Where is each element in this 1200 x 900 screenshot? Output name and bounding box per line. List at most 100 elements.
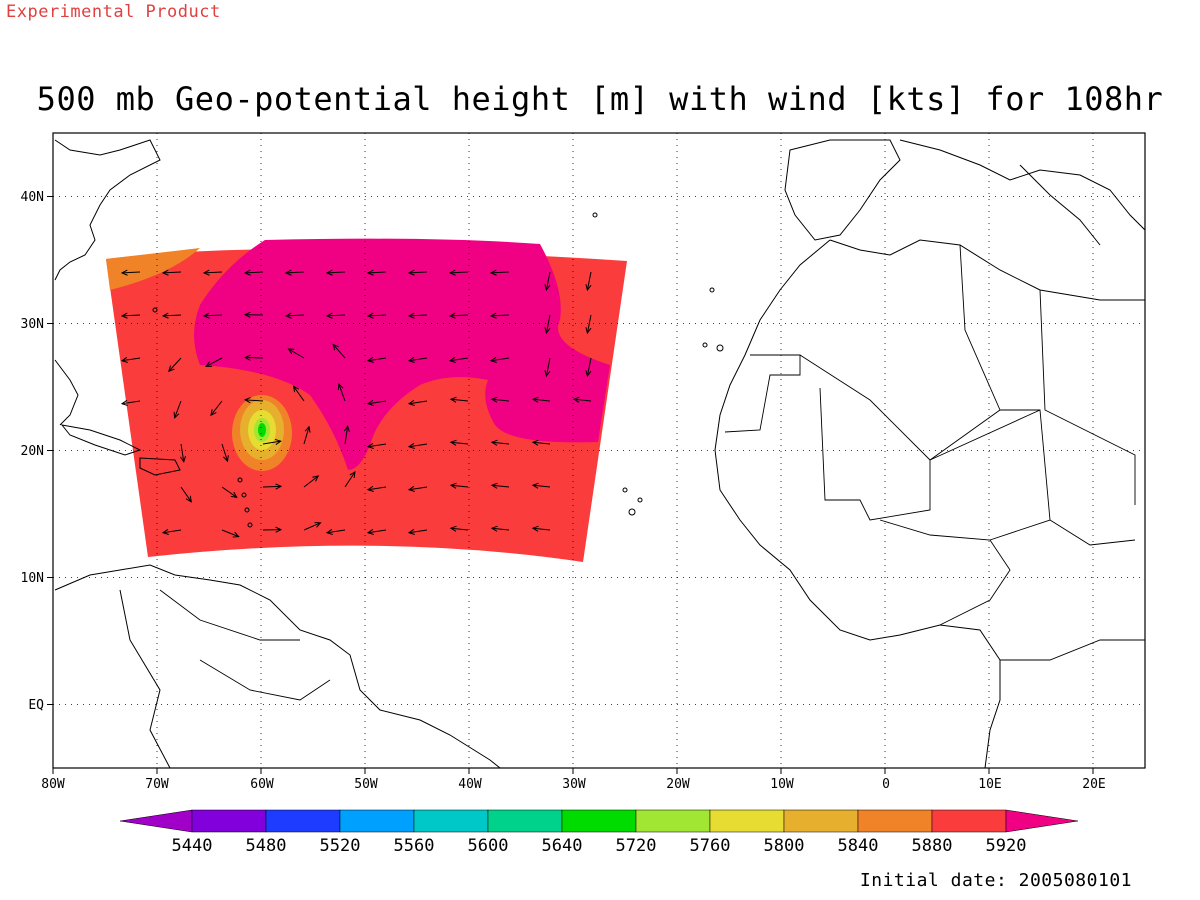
wind-arrow-head [202,312,210,319]
wind-arrow [366,485,387,492]
wind-arrow [243,397,264,404]
wind-arrow-head [366,442,374,449]
wind-arrow-shaft [408,271,428,274]
wind-arrow [284,269,305,276]
wind-arrow-head [366,399,374,406]
wind-arrow-head [407,356,415,363]
wind-arrow [449,396,469,403]
wind-arrow-head [448,312,456,319]
wind-arrow-head [312,475,320,482]
lon-label: 20E [1082,777,1105,792]
wind-arrow-head [120,356,128,363]
wind-arrow-head [185,495,192,503]
wind-arrow-shaft [221,486,238,498]
wind-arrow [287,348,305,359]
border-egypt [1039,289,1136,505]
wind-arrow-head [585,284,592,292]
lat-label: EQ [28,698,44,713]
wind-arrow [544,271,551,292]
wind-arrow-head [544,370,551,378]
wind-arrow-shaft [244,271,264,274]
wind-arrow-head [366,356,374,363]
wind-arrow-shaft [203,271,223,274]
wind-arrow [449,525,469,532]
wind-arrow [366,528,387,535]
canary-island-2 [716,344,724,352]
wind-arrow-shaft [344,426,349,445]
wind-arrow-shaft [332,344,346,359]
wind-arrow-shaft [449,357,469,362]
lon-label: 70W [145,777,169,792]
colorbar-label: 5840 [838,836,879,856]
wind-arrow-head [284,269,292,276]
lat-label: 20N [21,444,44,459]
wind-arrow [120,269,141,276]
wind-arrow-shaft [450,484,469,488]
border-algeria [799,354,1040,461]
wind-arrow-shaft [367,271,387,274]
wind-arrow-head [343,425,350,433]
colorbar-label: 5440 [172,836,213,856]
colorbar [119,809,1079,833]
wind-arrow-head [489,312,497,319]
wind-arrow-shaft [174,400,182,419]
wind-arrow-shaft [221,529,239,538]
wind-arrow-head [349,471,356,478]
border-niger [929,409,1051,541]
wind-arrow [366,269,387,276]
lat-label: 40N [21,190,44,205]
wind-arrow-shaft [162,529,182,534]
wind-arrow-head [173,411,180,419]
wind-arrow [407,269,428,276]
wind-arrow [262,438,282,446]
wind-arrow-shaft [180,486,192,503]
wind-arrow-shaft [408,314,428,317]
wind-arrow [407,442,428,449]
wind-arrow [490,482,510,489]
wind-arrow-head [314,522,322,528]
wind-arrow-shaft [168,357,182,372]
wind-arrow-head [407,442,415,449]
wind-arrow [221,529,240,538]
wind-arrow [325,269,346,276]
wind-arrow-shaft [326,314,346,317]
wind-arrow-shaft [367,400,387,405]
wind-arrow-shaft [285,314,305,317]
wind-arrow-shaft [162,271,182,274]
wind-arrow-head [449,439,457,446]
experimental-banner: Experimental Product [6,2,221,22]
wind-arrow-shaft [162,314,182,317]
wind-arrow-head [531,396,539,403]
wind-arrow-shaft [490,314,510,317]
lon-label: 30W [562,777,586,792]
colorbar-swatch [857,809,933,833]
wind-arrow-head [202,269,210,276]
wind-arrow [180,486,192,503]
wind-arrow [544,357,551,378]
wind-arrow-shaft [262,485,282,488]
wind-arrow [531,525,551,532]
wind-arrow-head [449,396,457,403]
wind-arrow-head [585,370,592,378]
wind-arrow [210,400,223,417]
wind-arrow-shaft [293,386,305,402]
colorbar-labels: 5440 5480 5520 5560 5600 5640 5720 5760 … [172,836,1027,856]
wind-arrow-head [489,356,497,363]
colorbar-swatch [265,809,341,833]
wind-arrow-head [243,397,251,404]
lon-label: 20W [666,777,690,792]
wind-arrow-head [243,354,251,361]
wind-arrow-shaft [326,271,346,274]
wind-arrow-head [120,269,128,276]
wind-arrow [161,528,182,535]
colorbar-swatch [709,809,785,833]
wind-arrow [120,356,141,363]
wind-arrow-shaft [367,529,387,534]
wind-arrow [544,314,551,335]
colorbar-low-triangle [119,809,193,833]
colorbar-label: 5880 [912,836,953,856]
wind-arrow-shaft [367,443,387,448]
colorbar-swatch [339,809,415,833]
wind-arrow-head [275,526,283,533]
